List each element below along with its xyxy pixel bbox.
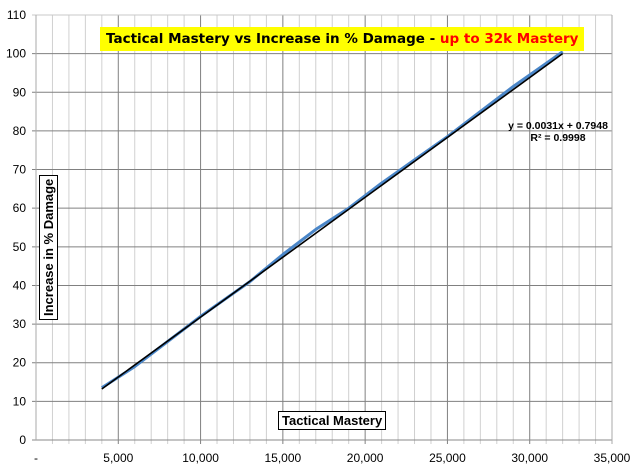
x-tick-label: 15,000 bbox=[265, 451, 302, 465]
y-tick-label: 40 bbox=[13, 278, 27, 292]
data-series bbox=[100, 50, 564, 390]
y-tick-label: 70 bbox=[13, 163, 27, 177]
trendline-r-squared: R² = 0.9998 bbox=[530, 132, 586, 144]
y-axis-tick-labels: 0 10 20 30 40 50 60 70 80 90 100 110 bbox=[6, 8, 26, 447]
trendline-equation: y = 0.0031x + 0.7948 R² = 0.9998 bbox=[503, 120, 613, 144]
x-axis-label: Tactical Mastery bbox=[278, 411, 387, 430]
y-tick-label: 100 bbox=[6, 47, 26, 61]
x-axis-tick-labels: - 5,000 10,000 15,000 20,000 25,000 30,000 35,0… bbox=[34, 451, 631, 465]
y-axis-label: Increase in % Damage bbox=[39, 174, 58, 320]
y-tick-label: 80 bbox=[13, 124, 27, 138]
chart-title-highlight: up to 32k Mastery bbox=[439, 31, 579, 47]
y-tick-label: 30 bbox=[13, 317, 27, 331]
x-tick-label: 35,000 bbox=[594, 451, 631, 465]
x-tick-label: 30,000 bbox=[511, 451, 548, 465]
y-tick-label: 60 bbox=[13, 201, 27, 215]
chart-title: Tactical Mastery vs Increase in % Damage… bbox=[100, 27, 585, 51]
chart-title-main: Tactical Mastery vs Increase in % Damage… bbox=[106, 31, 440, 47]
y-tick-label: 20 bbox=[13, 356, 27, 370]
y-tick-label: 50 bbox=[13, 240, 27, 254]
trendline bbox=[101, 52, 564, 390]
x-tick-label: - bbox=[34, 451, 38, 465]
minor-gridlines bbox=[51, 15, 597, 444]
x-tick-label: 5,000 bbox=[103, 451, 133, 465]
axes bbox=[35, 15, 613, 444]
x-tick-label: 10,000 bbox=[182, 451, 219, 465]
trendline-formula: y = 0.0031x + 0.7948 bbox=[508, 120, 608, 132]
y-tick-label: 110 bbox=[7, 8, 26, 22]
y-tick-label: 10 bbox=[13, 394, 27, 408]
y-tick-label: 0 bbox=[19, 433, 26, 447]
x-tick-label: 25,000 bbox=[429, 451, 466, 465]
y-tick-label: 90 bbox=[13, 85, 27, 99]
major-gridlines bbox=[32, 14, 613, 444]
x-tick-label: 20,000 bbox=[347, 451, 384, 465]
